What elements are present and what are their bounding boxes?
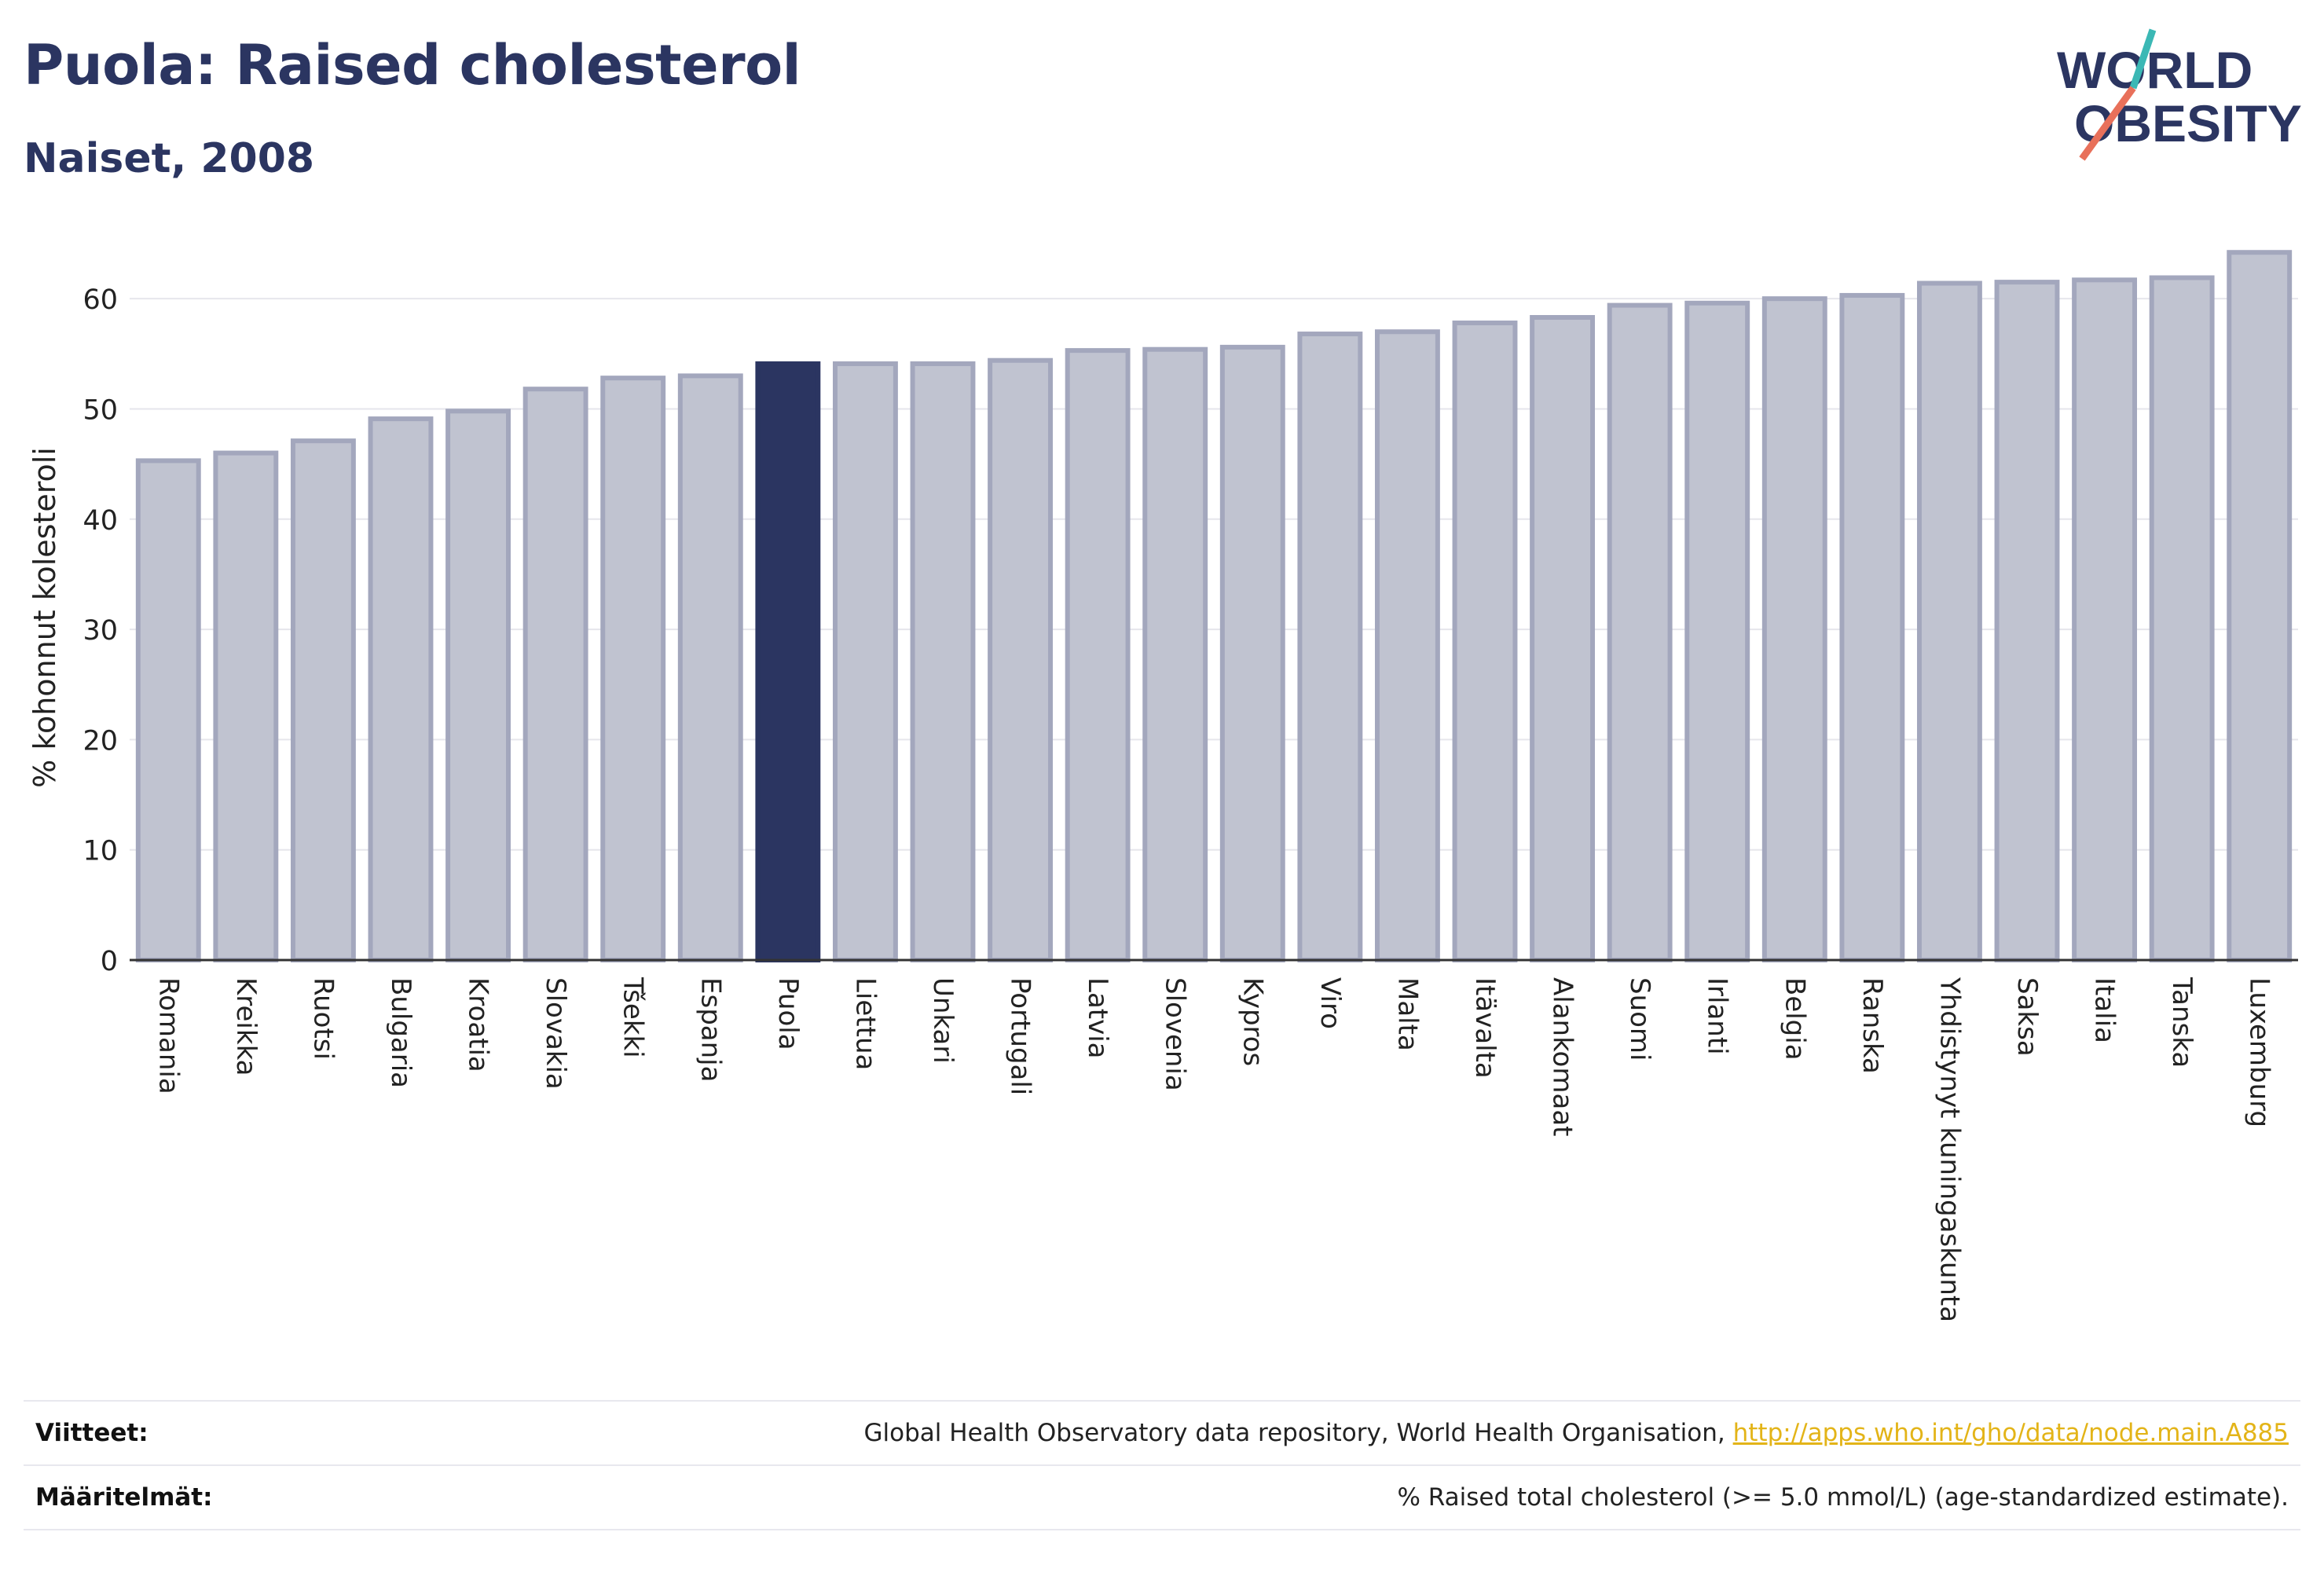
x-tick-label: Itävalta xyxy=(1469,977,1501,1079)
y-tick-label: 20 xyxy=(82,725,118,757)
references-label: Viitteet: xyxy=(35,1419,148,1447)
bar-puola[interactable] xyxy=(755,361,821,963)
definitions-label: Määritelmät: xyxy=(35,1483,213,1512)
y-tick-label: 10 xyxy=(82,836,118,867)
references-row: Viitteet: Global Health Observatory data… xyxy=(24,1400,2300,1464)
x-tick-label: Kroatia xyxy=(463,977,494,1072)
x-tick-label: Viro xyxy=(1314,977,1346,1029)
logo-slash-bottom xyxy=(2079,86,2136,161)
bar-kypros[interactable] xyxy=(1219,344,1285,962)
bar-viro[interactable] xyxy=(1297,332,1363,962)
bar-espanja[interactable] xyxy=(677,373,743,963)
x-tick-label: Espanja xyxy=(695,977,726,1082)
y-tick-label: 0 xyxy=(101,946,118,977)
x-tick-label: Slovakia xyxy=(540,977,571,1090)
x-tick-label: Malta xyxy=(1391,977,1423,1051)
x-tick-label: Alankomaat xyxy=(1547,977,1578,1136)
y-tick-label: 30 xyxy=(82,615,118,647)
bar-suomi[interactable] xyxy=(1607,302,1673,962)
x-tick-label: Romania xyxy=(152,977,184,1094)
x-tick-label: Portugali xyxy=(1005,977,1036,1095)
bar-saksa[interactable] xyxy=(1994,280,2060,963)
references-text: Global Health Observatory data repositor… xyxy=(863,1419,1725,1447)
bar-chart: 0 10 20 30 40 50 60 Romania Kreikka Ruotsi Bulgar… xyxy=(27,250,2298,1322)
x-tick-label: Puola xyxy=(772,977,804,1050)
definitions-text: % Raised total cholesterol (>= 5.0 mmol/… xyxy=(1397,1483,2289,1512)
y-tick-label: 50 xyxy=(82,394,118,426)
references-link[interactable]: http://apps.who.int/gho/data/node.main.A… xyxy=(1732,1419,2289,1447)
bars xyxy=(135,250,2293,963)
x-tick-label: Latvia xyxy=(1082,977,1113,1059)
logo-slash-top xyxy=(2129,28,2157,90)
logo-line2: OBESITY xyxy=(2074,94,2302,152)
bar-bulgaria[interactable] xyxy=(368,416,434,962)
x-tick-label: Yhdistynyt kuningaskunta xyxy=(1934,977,1965,1322)
y-tick-label: 40 xyxy=(82,505,118,537)
y-axis-label: % kohonnut kolesteroli xyxy=(27,447,62,788)
x-tick-label: Ruotsi xyxy=(307,977,339,1060)
x-tick-label: Slovenia xyxy=(1160,977,1191,1091)
bar-latvia[interactable] xyxy=(1065,348,1131,962)
logo-line1: WORLD xyxy=(2057,41,2253,99)
x-tick-label: Kreikka xyxy=(230,977,262,1076)
bar-romania[interactable] xyxy=(135,458,201,962)
x-tick-label: Unkari xyxy=(927,977,959,1064)
x-tick-label: Kypros xyxy=(1237,977,1268,1066)
x-tick-label: Bulgaria xyxy=(385,977,416,1088)
bar-yhdistynyt-kuningaskunta[interactable] xyxy=(1916,280,1982,963)
x-tick-label: Liettua xyxy=(849,977,881,1070)
bar-slovakia[interactable] xyxy=(522,387,588,962)
x-tick-label: Tšekki xyxy=(618,977,649,1058)
world-obesity-logo: WORLD OBESITY xyxy=(2057,28,2302,161)
bar-ruotsi[interactable] xyxy=(290,438,356,962)
bar-ranska[interactable] xyxy=(1839,292,1905,962)
bar-portugali[interactable] xyxy=(988,357,1054,963)
definitions-row: Määritelmät: % Raised total cholesterol … xyxy=(24,1464,2300,1530)
bar-liettua[interactable] xyxy=(832,361,898,963)
bar-belgia[interactable] xyxy=(1761,296,1827,962)
x-tick-label: Ranska xyxy=(1857,977,1888,1074)
x-tick-label: Tanska xyxy=(2166,977,2198,1068)
bar-luxemburg[interactable] xyxy=(2227,250,2293,962)
x-tick-label: Irlanti xyxy=(1702,977,1733,1055)
x-tick-label: Suomi xyxy=(1624,977,1655,1061)
y-tick-labels: 0 10 20 30 40 50 60 xyxy=(82,284,118,977)
x-tick-labels: Romania Kreikka Ruotsi Bulgaria Kroatia Slova… xyxy=(152,977,2275,1322)
bar-alankomaat[interactable] xyxy=(1530,315,1596,962)
chart-subtitle: Naiset, 2008 xyxy=(24,135,315,182)
chart-title: Puola: Raised cholesterol xyxy=(24,33,801,97)
bar-slovenia[interactable] xyxy=(1142,346,1208,962)
x-tick-label: Saksa xyxy=(2011,977,2043,1057)
y-tick-label: 60 xyxy=(82,284,118,316)
x-tick-label: Luxemburg xyxy=(2244,977,2275,1127)
bar-irlanti[interactable] xyxy=(1684,300,1750,962)
bar-malta[interactable] xyxy=(1374,329,1440,962)
bar-kroatia[interactable] xyxy=(445,409,511,962)
bar-italia[interactable] xyxy=(2072,277,2138,963)
bar-unkari[interactable] xyxy=(910,361,976,963)
references-value: Global Health Observatory data repositor… xyxy=(864,1419,2300,1447)
bar-kreikka[interactable] xyxy=(213,450,279,962)
bar-tšekki[interactable] xyxy=(600,376,666,962)
bar-itävalta[interactable] xyxy=(1452,321,1518,962)
x-tick-label: Belgia xyxy=(1779,977,1810,1061)
bar-tanska[interactable] xyxy=(2149,275,2215,963)
x-tick-label: Italia xyxy=(2089,977,2121,1043)
